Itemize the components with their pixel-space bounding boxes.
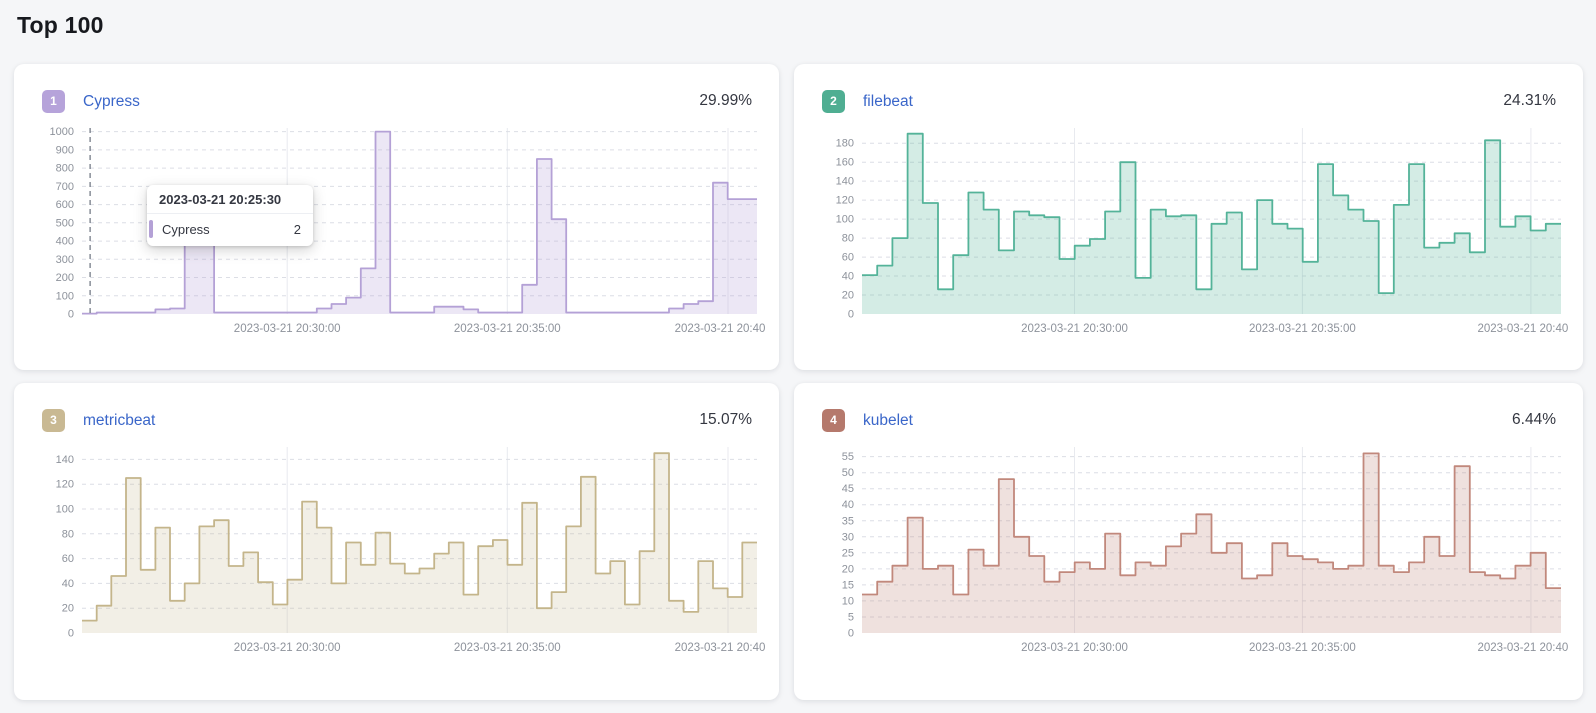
- svg-text:35: 35: [842, 515, 854, 527]
- chart-cypress[interactable]: 2023-03-21 20:30:00 2023-03-21 20:35:00 20…: [36, 120, 782, 348]
- share-percent: 6.44%: [1512, 411, 1556, 428]
- svg-text:2023-03-21 20:40:00: 2023-03-21 20:40:00: [1478, 642, 1569, 654]
- svg-text:600: 600: [56, 199, 74, 211]
- share-percent: 29.99%: [699, 92, 752, 109]
- svg-text:15: 15: [842, 579, 854, 591]
- svg-text:2023-03-21 20:35:00: 2023-03-21 20:35:00: [1249, 323, 1356, 335]
- panel-filebeat: 2 filebeat 24.31% 2023-03-21 20:30:00 2023…: [794, 64, 1584, 370]
- chart-filebeat[interactable]: 2023-03-21 20:30:00 2023-03-21 20:35:00 20…: [816, 120, 1584, 348]
- svg-text:140: 140: [56, 454, 74, 466]
- page-title: Top 100: [17, 12, 104, 38]
- svg-text:2023-03-21 20:40:00: 2023-03-21 20:40:00: [675, 323, 765, 335]
- svg-text:160: 160: [836, 157, 854, 169]
- svg-text:30: 30: [842, 531, 854, 543]
- svg-text:40: 40: [62, 578, 74, 590]
- svg-text:60: 60: [62, 553, 74, 565]
- svg-text:180: 180: [836, 138, 854, 150]
- svg-text:2023-03-21 20:30:00: 2023-03-21 20:30:00: [1021, 642, 1128, 654]
- rank-badge: 1: [42, 90, 65, 113]
- svg-text:300: 300: [56, 254, 74, 266]
- svg-text:80: 80: [62, 528, 74, 540]
- rank-badge: 2: [822, 90, 845, 113]
- series-link-metricbeat[interactable]: metricbeat: [83, 411, 156, 429]
- area-step-chart-svg[interactable]: 2023-03-21 20:30:00 2023-03-21 20:35:00 20…: [816, 439, 1584, 667]
- svg-text:40: 40: [842, 271, 854, 283]
- chart-metricbeat[interactable]: 2023-03-21 20:30:00 2023-03-21 20:35:00 20…: [36, 439, 781, 667]
- svg-text:100: 100: [56, 290, 74, 302]
- area-step-chart-svg[interactable]: 2023-03-21 20:30:00 2023-03-21 20:35:00 20…: [816, 120, 1584, 348]
- svg-text:2023-03-21 20:30:00: 2023-03-21 20:30:00: [234, 642, 341, 654]
- share-percent: 15.07%: [699, 411, 752, 428]
- area-step-chart-svg[interactable]: 2023-03-21 20:30:00 2023-03-21 20:35:00 20…: [36, 120, 782, 348]
- svg-text:2023-03-21 20:40:00: 2023-03-21 20:40:00: [675, 642, 765, 654]
- svg-text:55: 55: [842, 451, 854, 463]
- panel-header: 3 metricbeat 15.07%: [42, 409, 752, 433]
- area-step-chart-svg[interactable]: 2023-03-21 20:30:00 2023-03-21 20:35:00 20…: [36, 439, 781, 667]
- svg-text:400: 400: [56, 236, 74, 248]
- svg-text:2023-03-21 20:35:00: 2023-03-21 20:35:00: [1249, 642, 1356, 654]
- svg-text:900: 900: [56, 144, 74, 156]
- series-link-cypress[interactable]: Cypress: [83, 92, 140, 110]
- svg-text:0: 0: [68, 309, 74, 321]
- svg-text:50: 50: [842, 467, 854, 479]
- svg-text:0: 0: [68, 628, 74, 640]
- svg-text:700: 700: [56, 181, 74, 193]
- panel-kubelet: 4 kubelet 6.44% 2023-03-21 20:30:00 2023-0…: [794, 383, 1584, 700]
- svg-text:200: 200: [56, 272, 74, 284]
- chart-kubelet[interactable]: 2023-03-21 20:30:00 2023-03-21 20:35:00 20…: [816, 439, 1584, 667]
- rank-badge: 3: [42, 409, 65, 432]
- svg-text:5: 5: [848, 612, 854, 624]
- series-link-filebeat[interactable]: filebeat: [863, 92, 913, 110]
- panel-cypress: 1 Cypress 29.99% 2023-03-21 20:30:00 2023-…: [14, 64, 782, 370]
- svg-text:2023-03-21 20:35:00: 2023-03-21 20:35:00: [454, 323, 561, 335]
- svg-text:40: 40: [842, 499, 854, 511]
- panel-header: 2 filebeat 24.31%: [822, 90, 1556, 114]
- svg-text:100: 100: [836, 214, 854, 226]
- svg-text:2023-03-21 20:40:00: 2023-03-21 20:40:00: [1478, 323, 1569, 335]
- svg-text:10: 10: [842, 595, 854, 607]
- svg-text:2023-03-21 20:30:00: 2023-03-21 20:30:00: [234, 323, 341, 335]
- share-percent: 24.31%: [1503, 92, 1556, 109]
- svg-text:120: 120: [836, 195, 854, 207]
- panel-metricbeat: 3 metricbeat 15.07% 2023-03-21 20:30:00 20…: [14, 383, 781, 700]
- svg-text:1000: 1000: [50, 126, 74, 138]
- rank-badge: 4: [822, 409, 845, 432]
- svg-text:100: 100: [56, 504, 74, 516]
- svg-text:2023-03-21 20:30:00: 2023-03-21 20:30:00: [1021, 323, 1128, 335]
- svg-text:120: 120: [56, 479, 74, 491]
- panel-header: 4 kubelet 6.44%: [822, 409, 1556, 433]
- svg-text:20: 20: [842, 563, 854, 575]
- svg-text:0: 0: [848, 309, 854, 321]
- series-link-kubelet[interactable]: kubelet: [863, 411, 913, 429]
- svg-text:20: 20: [842, 290, 854, 302]
- svg-text:0: 0: [848, 628, 854, 640]
- panel-header: 1 Cypress 29.99%: [42, 90, 752, 114]
- svg-text:500: 500: [56, 217, 74, 229]
- svg-text:20: 20: [62, 603, 74, 615]
- svg-text:2023-03-21 20:35:00: 2023-03-21 20:35:00: [454, 642, 561, 654]
- svg-text:60: 60: [842, 252, 854, 264]
- svg-text:800: 800: [56, 163, 74, 175]
- svg-text:80: 80: [842, 233, 854, 245]
- svg-text:45: 45: [842, 483, 854, 495]
- svg-text:25: 25: [842, 547, 854, 559]
- svg-text:140: 140: [836, 176, 854, 188]
